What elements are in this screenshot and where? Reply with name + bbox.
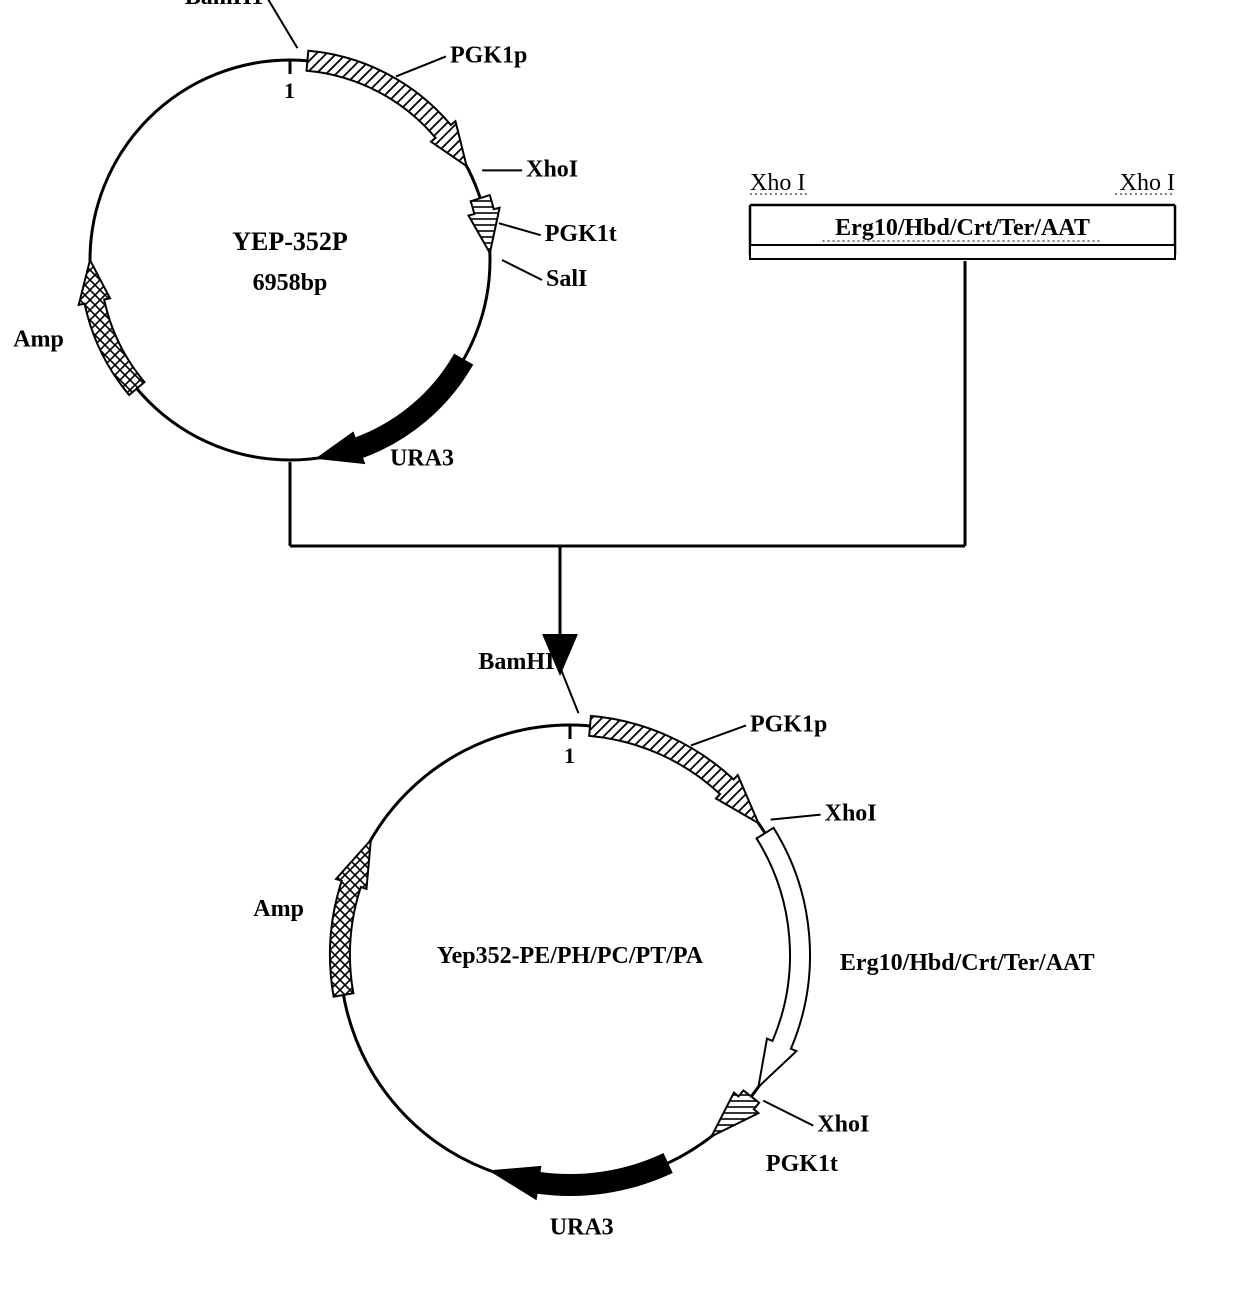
- label-amp: Amp: [13, 327, 64, 353]
- diagram-canvas: 1 YEP-352P 6958bp BamH1 PGK1p XhoI PGK1t SalI UR…: [0, 0, 1240, 1314]
- site-xhoi2-b: XhoI: [817, 1112, 869, 1138]
- site-xhoi1-b-leader: [771, 815, 821, 820]
- label-pgk1t: PGK1t: [545, 221, 617, 247]
- site-xhoi1-b: XhoI: [825, 801, 877, 827]
- plasmid-bottom: 1 Yep352-PE/PH/PC/PT/PA BamHI PGK1p XhoI Erg1…: [253, 649, 1094, 1241]
- site-sali-leader: [502, 260, 542, 280]
- plasmid-top-size: 6958bp: [253, 270, 328, 296]
- plasmid-bottom-name: Yep352-PE/PH/PC/PT/PA: [437, 943, 704, 969]
- label-pgk1p-b-leader: [691, 725, 746, 745]
- feature-ura3: [491, 1154, 671, 1198]
- label-insert-b: Erg10/Hbd/Crt/Ter/AAT: [840, 950, 1095, 976]
- site-xhoi2-b-leader: [763, 1101, 813, 1126]
- feature-insert: [757, 828, 810, 1087]
- label-amp-b: Amp: [253, 896, 304, 922]
- label-pgk1p-leader: [396, 56, 446, 76]
- feature-amp: [79, 260, 145, 395]
- label-pgk1p-b: PGK1p: [750, 711, 827, 737]
- site-xhoi: XhoI: [526, 156, 578, 182]
- insert-fragment: Xho I Xho I Erg10/Hbd/Crt/Ter/AAT: [750, 170, 1175, 259]
- origin-label: 1: [564, 743, 575, 768]
- label-pgk1t-leader: [499, 223, 541, 235]
- feature-pgk1p: [307, 51, 467, 166]
- site-bamhi-b: BamHI: [478, 649, 554, 675]
- label-ura3-b: URA3: [550, 1215, 614, 1241]
- site-sali: SalI: [546, 266, 587, 292]
- feature-pgk1p: [589, 716, 758, 823]
- site-bamh1: BamH1: [185, 0, 264, 10]
- plasmid-top-name: YEP-352P: [232, 227, 348, 256]
- site-bamh1-leader: [267, 0, 297, 48]
- label-pgk1p: PGK1p: [450, 42, 527, 68]
- feature-pgk1t: [712, 1090, 760, 1136]
- plasmid-top: 1 YEP-352P 6958bp BamH1 PGK1p XhoI PGK1t SalI UR…: [13, 0, 617, 472]
- feature-pgk1t: [469, 195, 500, 253]
- label-pgk1t-b: PGK1t: [766, 1151, 838, 1177]
- label-ura3: URA3: [390, 446, 454, 472]
- origin-label: 1: [284, 78, 295, 103]
- insert-left-site: Xho I: [750, 170, 805, 196]
- insert-label: Erg10/Hbd/Crt/Ter/AAT: [835, 215, 1090, 241]
- feature-amp: [330, 840, 371, 997]
- insert-bar: [750, 245, 1175, 259]
- insert-right-site: Xho I: [1120, 170, 1175, 196]
- site-bamhi-b-leader: [558, 663, 578, 713]
